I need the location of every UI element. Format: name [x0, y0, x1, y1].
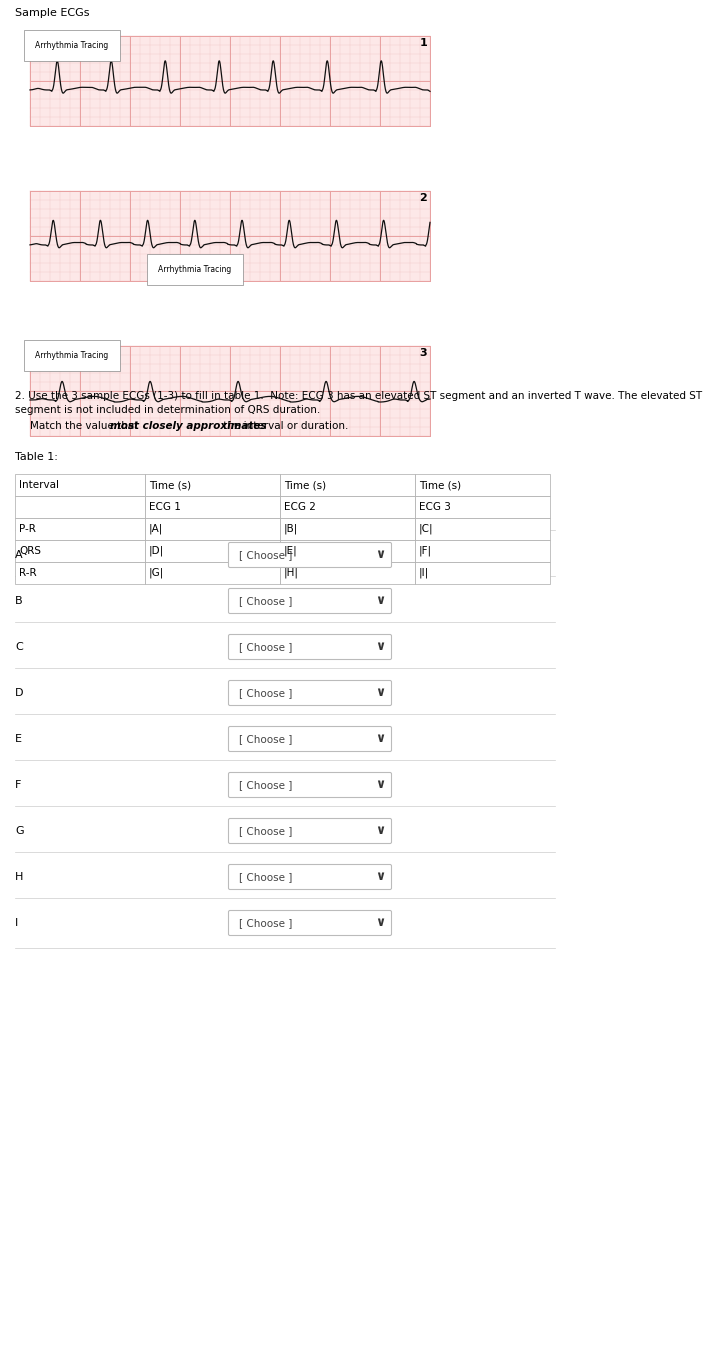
Text: [ Choose ]: [ Choose ]: [239, 687, 292, 698]
FancyBboxPatch shape: [228, 910, 391, 936]
Text: ∨: ∨: [375, 778, 385, 792]
Bar: [145, 475, 280, 496]
FancyBboxPatch shape: [228, 542, 391, 568]
Text: B: B: [15, 597, 23, 606]
Text: [ Choose ]: [ Choose ]: [239, 826, 292, 837]
Text: |F|: |F|: [419, 545, 432, 556]
Text: 3: 3: [419, 348, 427, 358]
Text: Time (s): Time (s): [419, 480, 461, 490]
Text: most closely approximates: most closely approximates: [110, 420, 266, 431]
Text: Interval: Interval: [19, 480, 59, 490]
Bar: [30, 191, 430, 281]
Text: ECG 3: ECG 3: [419, 502, 451, 513]
Text: |A|: |A|: [149, 523, 164, 534]
Text: |E|: |E|: [284, 545, 298, 556]
Bar: [30, 37, 430, 126]
Text: Time (s): Time (s): [149, 480, 191, 490]
Bar: [415, 475, 550, 496]
Bar: [145, 540, 280, 561]
Bar: [280, 475, 415, 496]
Text: ∨: ∨: [375, 871, 385, 884]
FancyBboxPatch shape: [228, 773, 391, 797]
FancyBboxPatch shape: [228, 681, 391, 705]
Bar: [145, 561, 280, 584]
Text: ECG 1: ECG 1: [149, 502, 181, 513]
Text: segment is not included in determination of QRS duration.: segment is not included in determination…: [15, 405, 321, 415]
Text: ∨: ∨: [375, 640, 385, 654]
Text: |G|: |G|: [149, 568, 164, 578]
Text: [ Choose ]: [ Choose ]: [239, 872, 292, 881]
Bar: [15, 475, 145, 496]
Bar: [30, 346, 430, 437]
Text: [ Choose ]: [ Choose ]: [239, 918, 292, 928]
Text: ∨: ∨: [375, 917, 385, 929]
Text: 1: 1: [419, 38, 427, 47]
Text: ∨: ∨: [375, 548, 385, 561]
Text: [ Choose ]: [ Choose ]: [239, 780, 292, 791]
Bar: [145, 496, 280, 518]
Text: Arrhythmia Tracing: Arrhythmia Tracing: [35, 41, 109, 50]
Text: |C|: |C|: [419, 523, 433, 534]
Text: [ Choose ]: [ Choose ]: [239, 641, 292, 652]
Text: ∨: ∨: [375, 824, 385, 838]
Text: [ Choose ]: [ Choose ]: [239, 551, 292, 560]
Text: 2: 2: [419, 193, 427, 203]
Text: |B|: |B|: [284, 523, 298, 534]
Text: Match the value that: Match the value that: [30, 420, 141, 431]
Text: 2. Use the 3 sample ECGs (1-3) to fill in table 1.  Note: ECG 3 has an elevated : 2. Use the 3 sample ECGs (1-3) to fill i…: [15, 391, 702, 401]
Text: the interval or duration.: the interval or duration.: [220, 420, 348, 431]
Bar: [415, 561, 550, 584]
Bar: [280, 561, 415, 584]
Text: QRS: QRS: [19, 546, 41, 556]
Bar: [15, 540, 145, 561]
Text: [ Choose ]: [ Choose ]: [239, 597, 292, 606]
Text: P-R: P-R: [19, 523, 36, 534]
Text: E: E: [15, 734, 22, 744]
Text: Sample ECGs: Sample ECGs: [15, 8, 89, 18]
FancyBboxPatch shape: [228, 635, 391, 659]
Text: D: D: [15, 687, 24, 698]
Bar: [415, 518, 550, 540]
Bar: [15, 496, 145, 518]
Text: |D|: |D|: [149, 545, 164, 556]
Bar: [15, 518, 145, 540]
Text: Arrhythmia Tracing: Arrhythmia Tracing: [35, 351, 109, 359]
Text: Time (s): Time (s): [284, 480, 326, 490]
Text: A: A: [15, 551, 23, 560]
Text: G: G: [15, 826, 24, 837]
Bar: [280, 496, 415, 518]
FancyBboxPatch shape: [228, 819, 391, 843]
Bar: [145, 518, 280, 540]
Text: R-R: R-R: [19, 568, 36, 578]
FancyBboxPatch shape: [228, 727, 391, 751]
Bar: [415, 540, 550, 561]
Bar: [415, 496, 550, 518]
Text: ∨: ∨: [375, 686, 385, 700]
Text: C: C: [15, 641, 23, 652]
Text: H: H: [15, 872, 24, 881]
Text: F: F: [15, 780, 21, 791]
Bar: [15, 561, 145, 584]
FancyBboxPatch shape: [228, 589, 391, 613]
Text: Table 1:: Table 1:: [15, 452, 58, 462]
Text: Arrhythmia Tracing: Arrhythmia Tracing: [158, 264, 231, 274]
Text: ∨: ∨: [375, 594, 385, 607]
Text: I: I: [15, 918, 19, 928]
Text: [ Choose ]: [ Choose ]: [239, 734, 292, 744]
Bar: [280, 518, 415, 540]
Text: ECG 2: ECG 2: [284, 502, 316, 513]
Bar: [280, 540, 415, 561]
Text: |I|: |I|: [419, 568, 429, 578]
FancyBboxPatch shape: [228, 865, 391, 890]
Text: ∨: ∨: [375, 732, 385, 746]
Text: |H|: |H|: [284, 568, 299, 578]
